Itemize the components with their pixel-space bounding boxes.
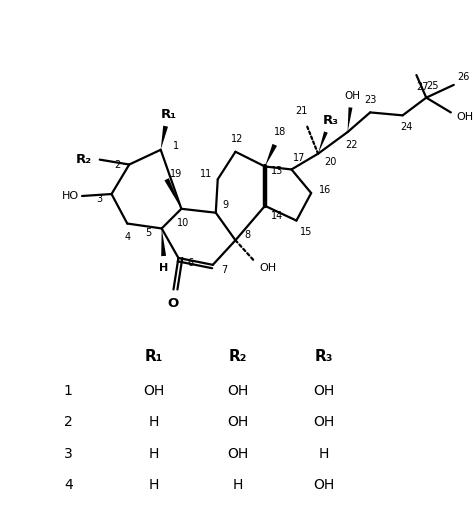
Text: H: H xyxy=(149,415,159,429)
Text: 5: 5 xyxy=(145,228,151,238)
Polygon shape xyxy=(164,178,182,209)
Text: 19: 19 xyxy=(170,169,182,179)
Text: OH: OH xyxy=(227,447,248,460)
Text: OH: OH xyxy=(313,478,335,492)
Text: 17: 17 xyxy=(293,153,306,162)
Text: 3: 3 xyxy=(64,447,73,460)
Text: 13: 13 xyxy=(271,167,283,176)
Text: R₂: R₂ xyxy=(76,153,92,166)
Text: 11: 11 xyxy=(200,169,212,179)
Text: 26: 26 xyxy=(457,72,470,82)
Text: 4: 4 xyxy=(64,478,73,492)
Text: 14: 14 xyxy=(271,211,283,221)
Text: 7: 7 xyxy=(221,265,228,275)
Text: H: H xyxy=(232,478,243,492)
Text: OH: OH xyxy=(313,384,335,398)
Text: OH: OH xyxy=(143,384,164,398)
Text: OH: OH xyxy=(345,90,361,101)
Text: O: O xyxy=(168,297,179,310)
Text: H: H xyxy=(149,447,159,460)
Text: 25: 25 xyxy=(426,81,438,91)
Text: 12: 12 xyxy=(231,134,244,144)
Text: R₁: R₁ xyxy=(161,108,177,121)
Text: H: H xyxy=(159,263,168,273)
Text: R₂: R₂ xyxy=(228,349,246,364)
Text: R₁: R₁ xyxy=(145,349,163,364)
Text: 1: 1 xyxy=(173,141,180,151)
Polygon shape xyxy=(318,131,328,154)
Polygon shape xyxy=(265,144,277,167)
Text: 24: 24 xyxy=(401,122,413,132)
Polygon shape xyxy=(161,228,166,256)
Text: 9: 9 xyxy=(223,200,228,210)
Text: 23: 23 xyxy=(364,95,376,105)
Text: H: H xyxy=(319,447,329,460)
Polygon shape xyxy=(161,126,168,150)
Text: 4: 4 xyxy=(124,233,130,242)
Text: 1: 1 xyxy=(64,384,73,398)
Text: R₃: R₃ xyxy=(323,114,339,127)
Text: OH: OH xyxy=(227,384,248,398)
Text: 21: 21 xyxy=(295,106,308,117)
Text: 16: 16 xyxy=(319,185,331,195)
Text: 6: 6 xyxy=(187,258,193,268)
Text: 18: 18 xyxy=(273,127,286,137)
Text: 10: 10 xyxy=(177,218,190,227)
Text: 2: 2 xyxy=(114,159,120,170)
Text: 8: 8 xyxy=(244,230,250,240)
Text: OH: OH xyxy=(313,415,335,429)
Text: 3: 3 xyxy=(97,194,103,204)
Text: OH: OH xyxy=(259,263,276,273)
Text: R₃: R₃ xyxy=(315,349,333,364)
Text: 22: 22 xyxy=(345,140,358,150)
Text: 27: 27 xyxy=(416,82,428,92)
Text: OH: OH xyxy=(456,112,473,122)
Text: HO: HO xyxy=(62,191,79,201)
Text: 15: 15 xyxy=(300,227,312,238)
Polygon shape xyxy=(347,107,353,132)
Text: H: H xyxy=(149,478,159,492)
Text: 20: 20 xyxy=(325,156,337,167)
Text: OH: OH xyxy=(227,415,248,429)
Text: 2: 2 xyxy=(64,415,73,429)
